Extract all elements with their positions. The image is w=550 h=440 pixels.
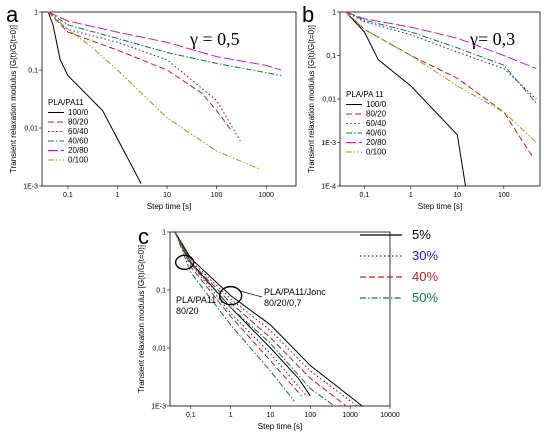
annotation-label: 80/20 xyxy=(176,306,199,316)
series-line xyxy=(174,231,302,397)
panel-letter-c: c xyxy=(138,224,149,249)
legend-label: 30% xyxy=(412,248,438,263)
x-tick-label: 0,1 xyxy=(186,412,196,419)
annotation-circle xyxy=(218,285,243,306)
legend-label: 20/80 xyxy=(68,146,89,155)
y-tick-label: 0,1 xyxy=(326,53,336,60)
y-tick-label: 1E-3 xyxy=(151,404,166,411)
y-tick-label: 0,01 xyxy=(24,126,38,133)
legend-title: PLA/PA 11 xyxy=(346,90,384,99)
x-tick-label: 1 xyxy=(116,192,120,199)
y-tick-label: 1 xyxy=(162,230,166,237)
annotation-label: 80/20/0,7 xyxy=(264,298,302,308)
plot-frame xyxy=(169,231,391,407)
y-tick-label: 1E-3 xyxy=(23,184,38,191)
legend-title: PLA/PA11 xyxy=(48,98,84,107)
plot-frame xyxy=(41,11,297,187)
x-tick-label: 10 xyxy=(453,192,461,199)
y-tick-label: 0,01 xyxy=(322,97,336,104)
y-tick-label: 1E-3 xyxy=(321,140,336,147)
x-axis-label: Step time [s] xyxy=(147,202,191,211)
annotation-leader xyxy=(238,290,263,298)
x-axis-label: Step time [s] xyxy=(418,202,462,211)
legend-label: 40% xyxy=(412,269,438,284)
series-line xyxy=(174,231,347,407)
x-tick-label: 10 xyxy=(267,412,275,419)
legend-label: 80/20 xyxy=(68,118,89,127)
x-tick-label: 100 xyxy=(498,192,510,199)
y-tick-label: 1 xyxy=(34,10,38,17)
x-tick-label: 100 xyxy=(211,192,223,199)
series-line xyxy=(345,11,537,104)
y-tick-label: 0,1 xyxy=(28,68,38,75)
y-tick-label: 1E-4 xyxy=(321,184,336,191)
annotation-label: PLA/PA11/Jonc xyxy=(264,287,326,297)
series-line xyxy=(345,11,533,156)
y-axis-label: Transient relaxation modulus [G(t)/G(t=0… xyxy=(137,245,146,393)
legend-label: 60/40 xyxy=(68,127,89,136)
x-tick-label: 1 xyxy=(229,412,233,419)
x-axis-label: Step time [s] xyxy=(258,422,302,431)
chart-panel-c: 0,1 1 10 100 1000 10000 1E-3 0,01 0,1 1 Step time … xyxy=(137,227,438,431)
legend-label: 5% xyxy=(412,227,431,242)
y-tick-label: 0,1 xyxy=(156,288,166,295)
series-line xyxy=(47,11,282,71)
y-tick-label: 1 xyxy=(332,10,336,17)
series-line xyxy=(174,231,335,407)
legend-label: 0/100 xyxy=(366,148,387,157)
series-line xyxy=(345,11,537,100)
y-tick-label: 0,01 xyxy=(152,346,166,353)
x-tick-label: 1 xyxy=(409,192,413,199)
series-line xyxy=(47,11,282,77)
panel-letter-b: b xyxy=(302,2,314,27)
x-tick-label: 0,1 xyxy=(359,192,369,199)
series-line xyxy=(174,231,295,402)
annotation-circle xyxy=(174,254,195,271)
series-line xyxy=(47,11,259,170)
series-line xyxy=(47,11,142,184)
legend-label: 40/60 xyxy=(68,137,89,146)
legend-label: 80/20 xyxy=(366,110,387,119)
chart-panel-b: 0,1 1 10 100 1E-4 1E-3 0,01 0,1 1 Step time [s] Tr… xyxy=(307,10,541,211)
x-tick-label: 0,1 xyxy=(63,192,73,199)
series-line xyxy=(345,11,466,187)
legend-label: 50% xyxy=(412,290,438,305)
panel-letter-a: a xyxy=(6,2,19,27)
legend-label: 20/80 xyxy=(366,138,387,147)
y-axis-label: Transient relaxation modulus [G(t)/G(t=0… xyxy=(9,25,18,173)
x-tick-label: 1000 xyxy=(258,192,274,199)
series-line xyxy=(174,231,363,407)
legend-label: 100/0 xyxy=(366,100,387,109)
x-tick-label: 10 xyxy=(163,192,171,199)
annotation-label: PLA/PA11 xyxy=(176,295,216,305)
x-tick-label: 1000 xyxy=(342,412,358,419)
x-tick-label: 10000 xyxy=(380,412,400,419)
gamma-label: γ = 0,5 xyxy=(189,29,240,49)
chart-panel-a: 0,1 1 10 100 1000 1E-3 0,01 0,1 1 Step time [s] Tr… xyxy=(9,10,297,211)
legend-label: 40/60 xyxy=(366,129,387,138)
gamma-label: γ= 0,3 xyxy=(469,29,515,49)
series-line xyxy=(47,11,232,131)
legend: 5% 30% 40% 50% xyxy=(360,227,438,305)
series-line xyxy=(345,11,537,70)
legend-label: 100/0 xyxy=(68,108,89,117)
series-line xyxy=(345,11,537,143)
y-axis-label: Transient relaxation modulus [G(t)/G(t=0… xyxy=(307,25,316,173)
series-line xyxy=(174,231,358,407)
x-tick-label: 100 xyxy=(304,412,316,419)
legend-label: 60/40 xyxy=(366,119,387,128)
legend-label: 0/100 xyxy=(68,156,89,165)
